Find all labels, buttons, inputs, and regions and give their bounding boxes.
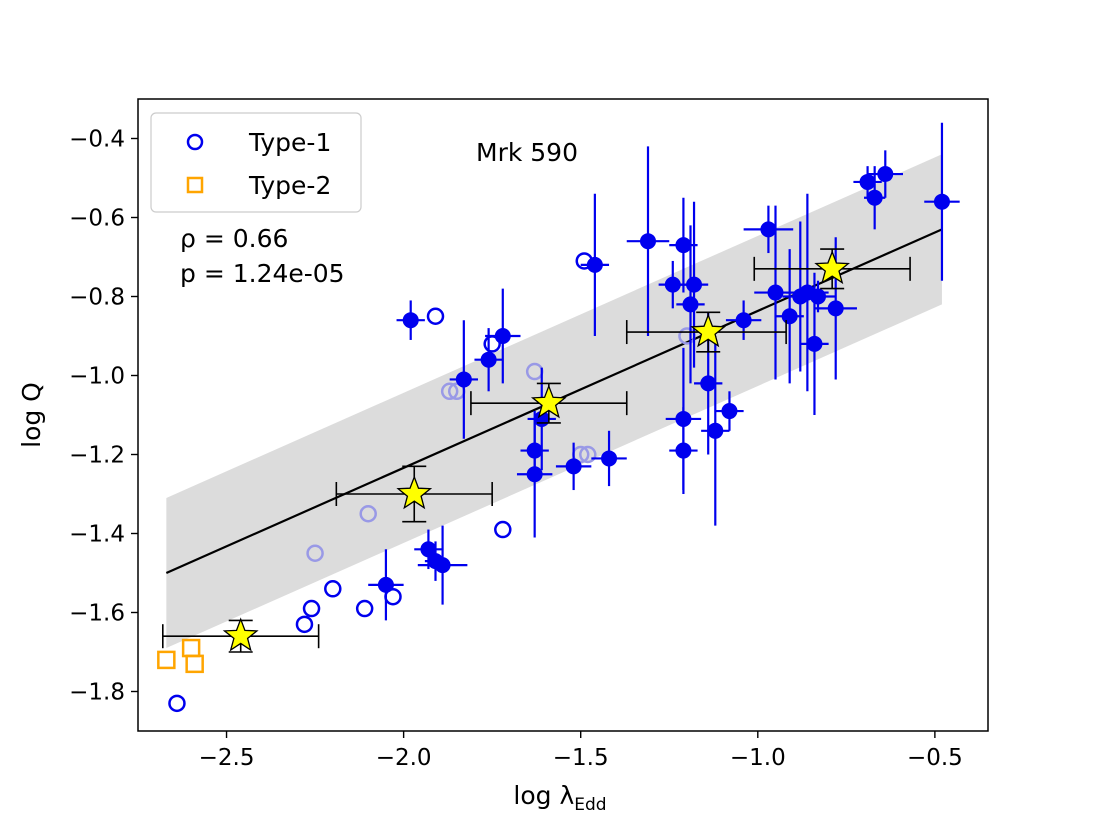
type1-filled-point	[760, 221, 777, 238]
x-axis-label-subscript: Edd	[574, 795, 606, 815]
type1-filled-point	[806, 335, 823, 352]
type1-filled-point	[933, 193, 950, 210]
type1-filled-point	[675, 442, 692, 459]
type1-filled-point	[767, 284, 784, 301]
type2-point	[185, 654, 204, 674]
type1-filled-point	[586, 256, 603, 273]
binned-star-point	[690, 313, 727, 348]
legend-type1-label: Type-1	[248, 128, 331, 157]
rho-annotation: ρ = 0.66	[180, 224, 288, 253]
y-tick-label: −1.6	[69, 601, 125, 627]
type1-open-point	[295, 615, 314, 634]
type1-filled-point	[494, 328, 511, 344]
type1-filled-point	[700, 375, 717, 392]
type1-filled-point	[434, 557, 451, 574]
type1-filled-point	[735, 312, 752, 329]
type1-filled-point	[682, 296, 699, 313]
type1-open-point	[426, 307, 445, 325]
y-tick-label: −1.8	[69, 680, 125, 706]
type1-faded-point	[579, 445, 597, 464]
binned-star-point	[222, 617, 259, 652]
type1-open-point	[302, 599, 321, 618]
type1-filled-point	[565, 458, 582, 475]
binned-star-point	[814, 250, 851, 285]
type1-filled-point	[877, 166, 894, 183]
type1-filled-point	[640, 233, 656, 250]
binned-star-point	[396, 475, 433, 510]
type1-filled-point	[781, 308, 798, 325]
legend: Type-1 Type-2	[150, 112, 362, 213]
type1-filled-point	[601, 450, 618, 467]
type2-point	[157, 650, 176, 670]
type1-filled-point	[664, 276, 681, 293]
plot-frame	[137, 98, 989, 732]
type1-filled-point	[675, 237, 692, 254]
x-tick-label: −2.0	[376, 745, 432, 771]
plot-area	[157, 122, 960, 713]
type1-faded-point	[359, 505, 377, 523]
y-tick-label: −1.4	[69, 522, 125, 548]
type1-filled-point	[455, 371, 472, 388]
type1-filled-point	[810, 288, 826, 305]
legend-type2-label: Type-2	[248, 171, 331, 200]
y-tick-label: −0.8	[69, 285, 125, 311]
type1-open-point	[355, 599, 374, 618]
x-tick-label: −0.5	[907, 745, 963, 771]
type1-filled-point	[827, 300, 844, 317]
legend-type1-marker	[186, 133, 204, 151]
y-tick-label: −1.0	[69, 364, 125, 390]
type1-open-point	[324, 580, 342, 598]
legend-type2-marker	[186, 176, 204, 194]
x-tick-label: −1.5	[553, 745, 609, 771]
type1-open-point	[168, 694, 186, 713]
type1-faded-point	[440, 382, 459, 401]
y-tick-label: −1.2	[69, 443, 125, 469]
type1-filled-point	[526, 466, 543, 483]
type1-filled-point	[377, 576, 394, 593]
type1-filled-point	[402, 312, 419, 329]
legend-box	[150, 112, 362, 213]
y-axis-label: log Q	[17, 382, 46, 448]
object-name-annotation: Mrk 590	[476, 138, 578, 167]
type1-filled-point	[721, 403, 738, 420]
axes: −2.5 −2.0 −1.5 −1.0 −0.5 −1.8 −1.6 −1.4 −1.2 −1.0…	[69, 127, 963, 772]
type2-point	[181, 638, 201, 658]
type1-open-point	[494, 520, 512, 539]
type1-faded-point	[306, 544, 324, 562]
p-value-annotation: p = 1.24e-05	[180, 259, 345, 288]
y-tick-label: −0.6	[69, 206, 125, 232]
x-axis-label: log λEdd	[513, 781, 606, 815]
x-tick-label: −1.0	[730, 745, 786, 771]
type1-filled-point	[480, 351, 497, 368]
type1-filled-point	[686, 276, 703, 293]
x-axis-label-main: log λ	[513, 781, 574, 810]
y-tick-label: −0.4	[69, 127, 125, 153]
type1-filled-point	[859, 173, 876, 190]
binned-star-point	[530, 384, 567, 419]
type1-filled-point	[866, 189, 883, 206]
x-tick-label: −2.5	[199, 745, 255, 771]
type1-filled-point	[707, 422, 724, 439]
